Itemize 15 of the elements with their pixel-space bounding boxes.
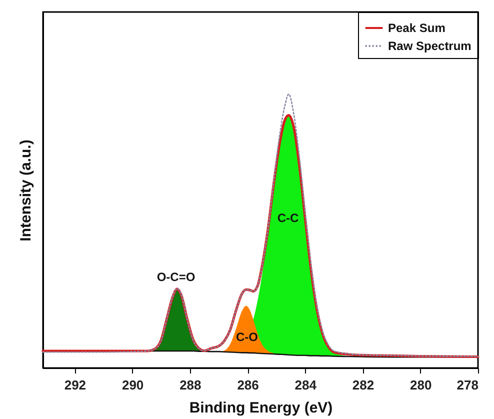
- x-axis-title: Binding Energy (eV): [189, 400, 333, 416]
- x-tick-label: 292: [64, 378, 86, 392]
- y-axis-title: Intensity (a.u.): [18, 140, 34, 242]
- x-tick-label: 288: [180, 378, 202, 392]
- legend-label: Raw Spectrum: [388, 39, 472, 53]
- x-tick-label: 278: [456, 378, 478, 392]
- x-tick-label: 284: [294, 378, 318, 392]
- annotation: O-C=O: [156, 270, 196, 284]
- x-tick-label: 280: [410, 378, 432, 392]
- annotation: C-C: [277, 211, 299, 225]
- x-tick-label: 282: [352, 378, 374, 392]
- x-tick-label: 286: [237, 378, 259, 392]
- legend-label: Peak Sum: [388, 21, 446, 35]
- x-tick-label: 290: [122, 378, 144, 392]
- annotation: C-O: [236, 330, 258, 344]
